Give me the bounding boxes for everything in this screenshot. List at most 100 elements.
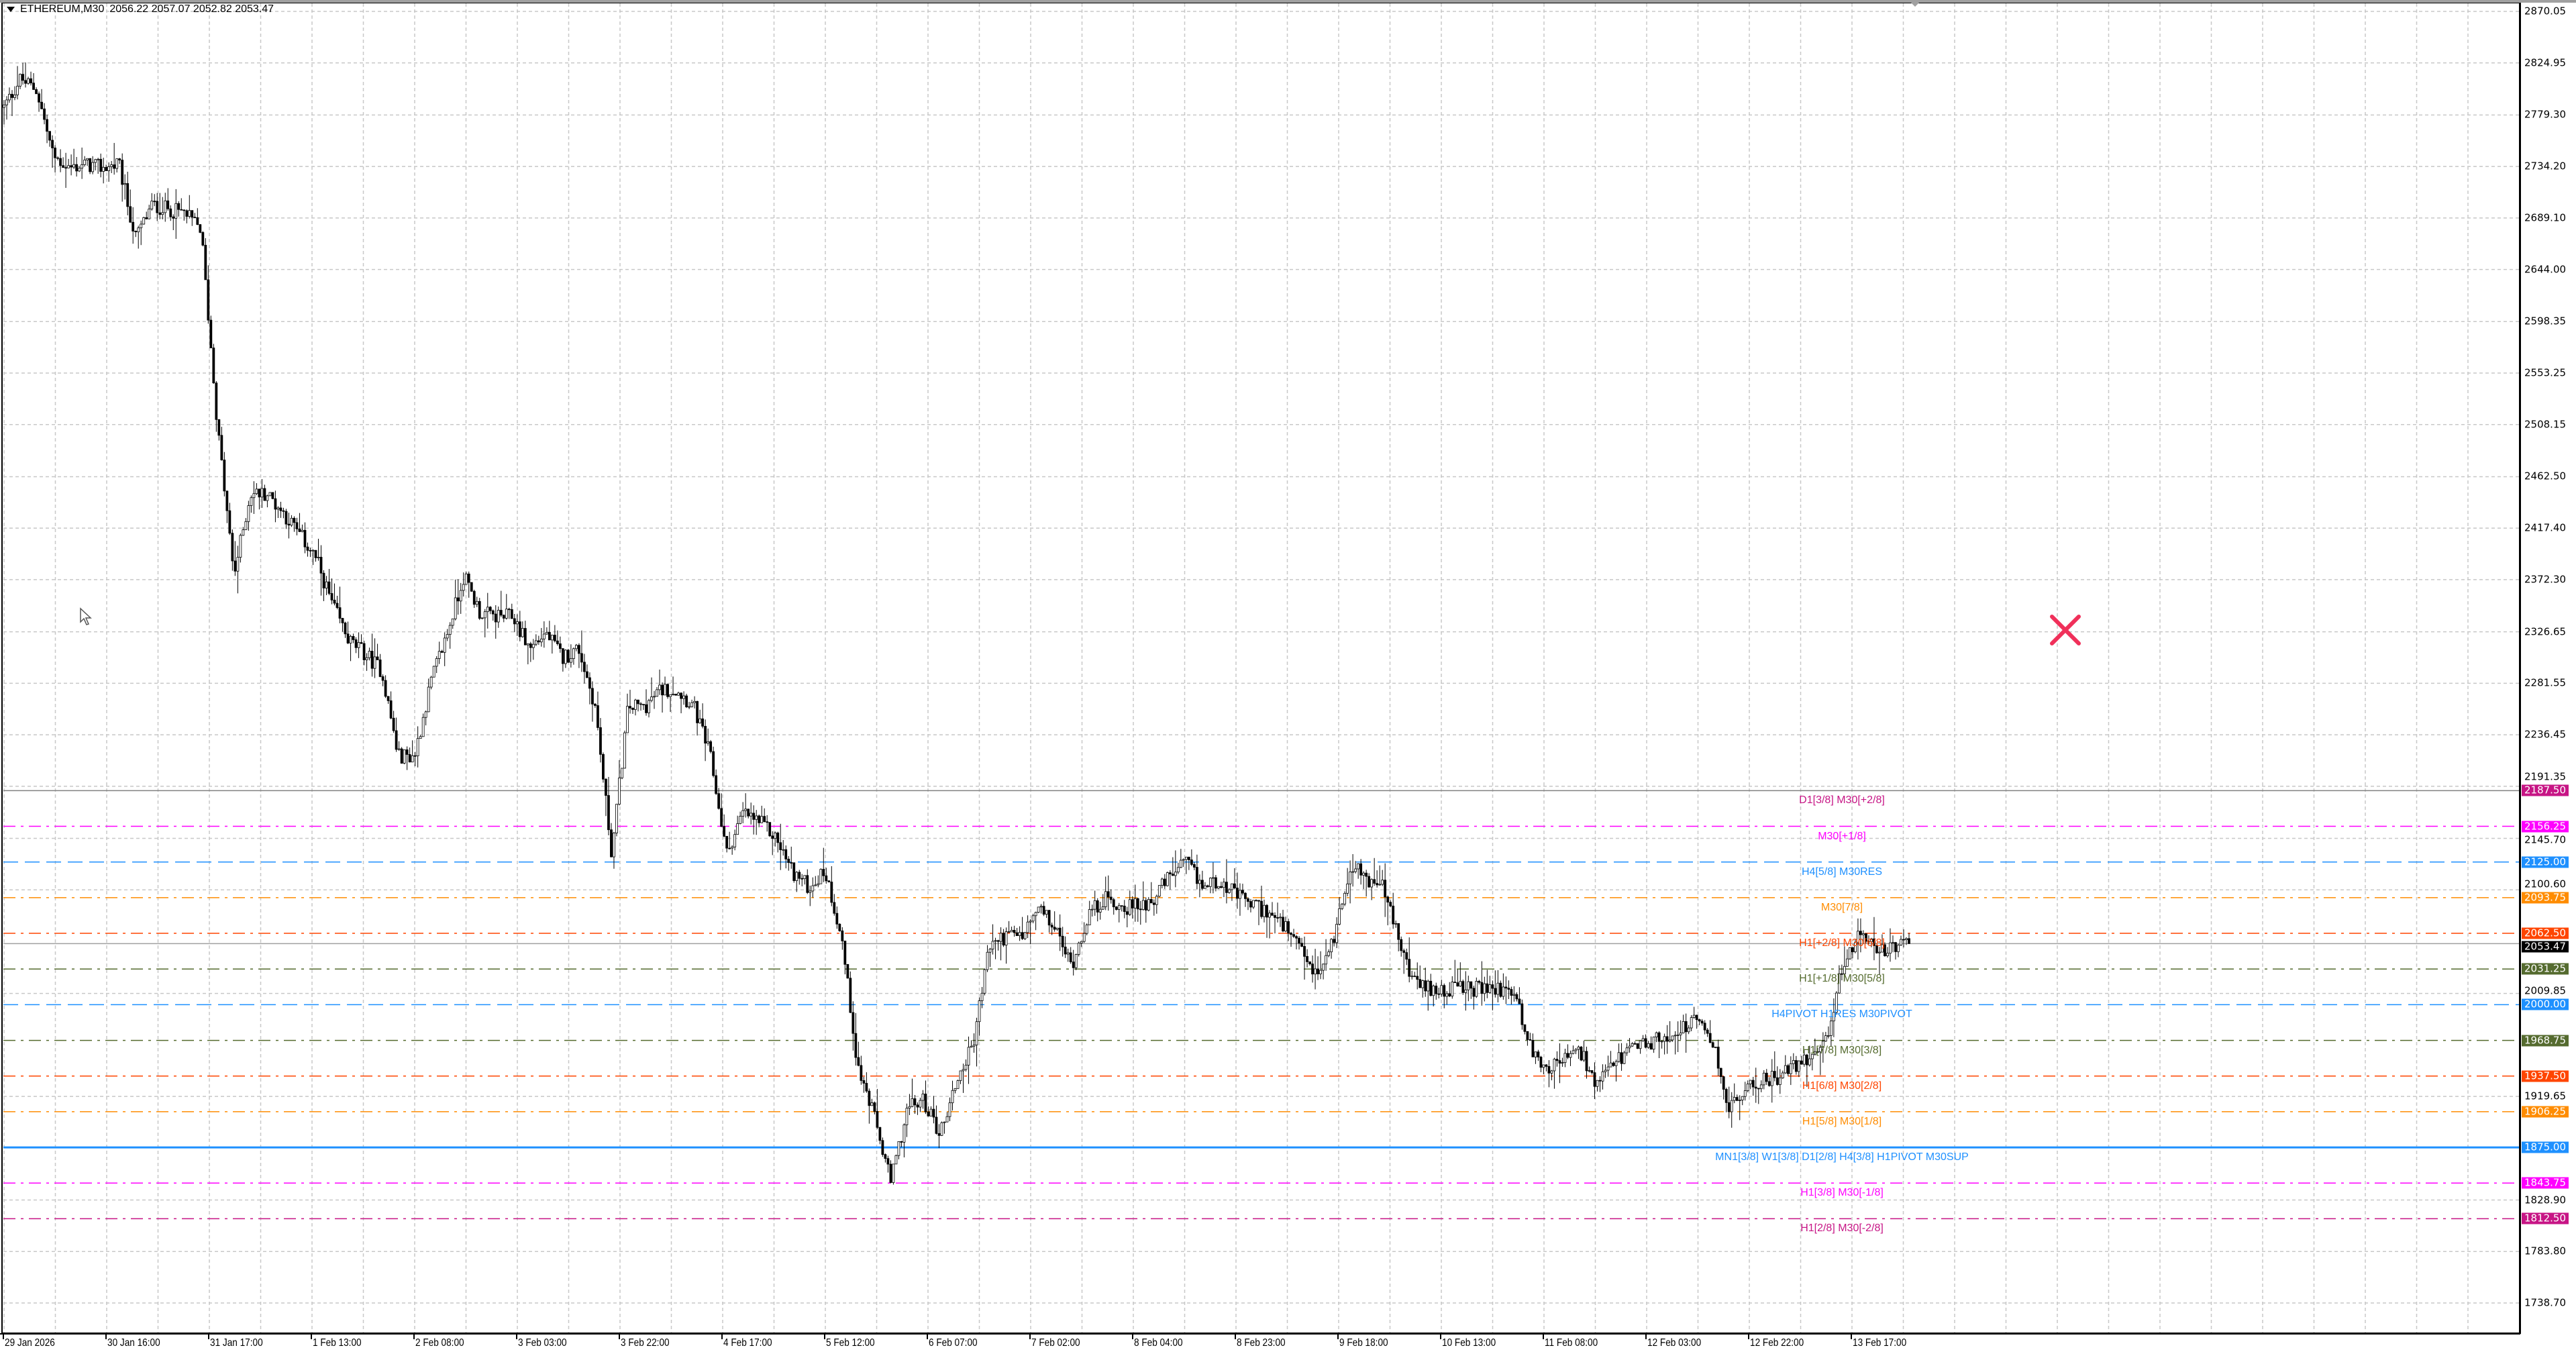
candle-body — [610, 829, 613, 857]
candle — [1368, 873, 1371, 888]
candle-body — [1096, 900, 1099, 912]
candle — [1069, 947, 1072, 964]
candle — [1357, 863, 1360, 879]
candle — [682, 691, 685, 705]
candle-body — [387, 696, 390, 701]
candle — [1652, 1036, 1655, 1053]
candle — [935, 1105, 938, 1135]
candle-body — [333, 599, 336, 604]
candle — [258, 488, 261, 510]
level-price-badge: 1906.25 — [2522, 1106, 2569, 1118]
candle — [645, 689, 648, 716]
candle — [3, 100, 5, 125]
candle — [158, 193, 162, 219]
candle — [594, 703, 597, 708]
candle-body — [1010, 930, 1013, 933]
candle — [618, 760, 621, 806]
candle-body — [8, 93, 11, 101]
candle — [207, 265, 210, 324]
candle — [1236, 872, 1239, 909]
candle — [838, 923, 841, 932]
candle-body — [991, 941, 994, 949]
candle — [1217, 886, 1220, 890]
candle — [1314, 949, 1317, 990]
candle — [1429, 974, 1433, 997]
price-tick-label: 1783.80 — [2524, 1245, 2567, 1257]
candle-body — [400, 748, 403, 764]
candle-body — [507, 609, 511, 611]
candle-body — [341, 618, 344, 623]
candle — [319, 545, 323, 596]
candle-body — [1093, 900, 1096, 910]
candle — [322, 570, 325, 601]
candle-body — [1203, 885, 1206, 889]
candle — [174, 189, 178, 239]
candle-body — [158, 212, 162, 215]
candle-body — [443, 637, 446, 653]
candle-body — [161, 212, 164, 215]
candle — [81, 147, 84, 179]
candle — [1738, 1095, 1741, 1120]
candle — [569, 644, 572, 668]
candle-body — [1765, 1072, 1768, 1082]
candle-body — [21, 74, 24, 81]
candle — [86, 158, 89, 166]
time-tick-label: 13 Feb 17:00 — [1853, 1337, 1907, 1349]
candle — [1300, 937, 1303, 947]
candle — [231, 529, 234, 571]
candle-body — [1577, 1046, 1580, 1050]
candle-body — [1268, 912, 1271, 918]
candle-body — [591, 688, 594, 705]
candle-body — [1711, 1042, 1714, 1048]
candle-body — [784, 849, 788, 859]
candle-body — [1362, 872, 1366, 876]
candle-body — [231, 533, 234, 562]
candle-body — [113, 164, 116, 169]
candle — [548, 621, 551, 641]
candle-body — [594, 703, 597, 706]
candle — [1588, 1066, 1591, 1073]
candle-body — [1117, 905, 1121, 910]
candle-body — [937, 1133, 941, 1136]
candle — [1461, 980, 1465, 995]
candle-body — [1569, 1053, 1572, 1058]
time-tick-label: 7 Feb 02:00 — [1031, 1337, 1080, 1349]
candle — [1679, 1020, 1682, 1040]
candle-body — [287, 523, 291, 526]
candle-body — [951, 1090, 954, 1104]
candle-body — [1176, 867, 1180, 873]
candle-body — [1072, 961, 1075, 968]
chart-shift-marker[interactable] — [1911, 3, 1919, 7]
candle-body — [1069, 952, 1072, 963]
candle-body — [89, 158, 92, 172]
candle — [459, 582, 462, 614]
candle-body — [1215, 877, 1217, 889]
candle-body — [411, 755, 414, 763]
candle — [892, 1163, 895, 1185]
candle-body — [639, 703, 642, 705]
candle — [1322, 963, 1325, 980]
candle-body — [717, 793, 721, 809]
candle — [752, 805, 756, 835]
candle-body — [1187, 856, 1190, 860]
close-x-icon[interactable] — [2048, 613, 2083, 647]
candle-body — [1905, 938, 1908, 940]
candle-body — [1045, 910, 1048, 915]
candle — [344, 621, 347, 638]
candle — [1284, 917, 1287, 933]
collapse-triangle-icon[interactable] — [7, 7, 15, 12]
candle — [656, 686, 658, 697]
candle — [994, 937, 997, 959]
candle — [486, 592, 489, 629]
candle-body — [1647, 1043, 1650, 1048]
candle-body — [1341, 903, 1344, 909]
candle-body — [1357, 863, 1360, 870]
candle-body — [336, 603, 339, 608]
candle-body — [1163, 878, 1166, 886]
candle — [142, 217, 146, 225]
candle — [1317, 956, 1319, 980]
candle — [1695, 1014, 1698, 1029]
candle — [400, 747, 403, 764]
candle — [862, 1076, 866, 1093]
